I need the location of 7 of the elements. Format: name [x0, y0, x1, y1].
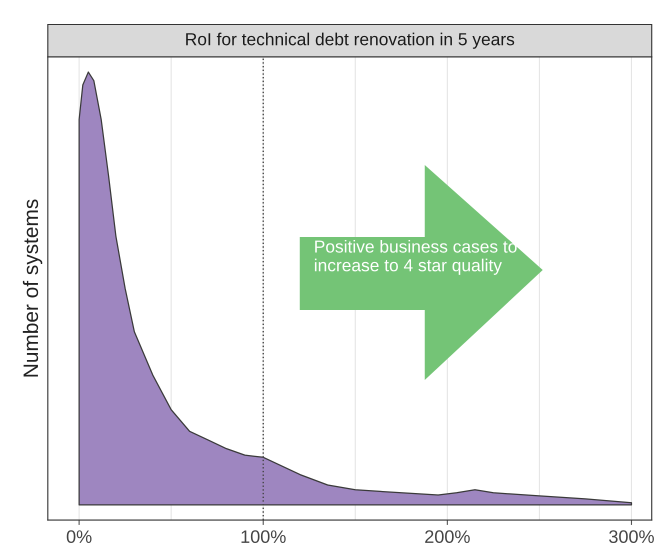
x-tick-label: 200% — [425, 530, 470, 544]
annotation: Positive business cases to increase to 4 star quality — [314, 240, 517, 275]
x-tick-label: 100% — [242, 530, 286, 544]
x-tick-label: 300% — [609, 530, 654, 544]
x-tick-label: 0% — [66, 530, 92, 544]
chart-title: RoI for technical debt renovation in 5 years — [186, 32, 514, 49]
y-axis-title: Number of systems — [22, 200, 42, 376]
